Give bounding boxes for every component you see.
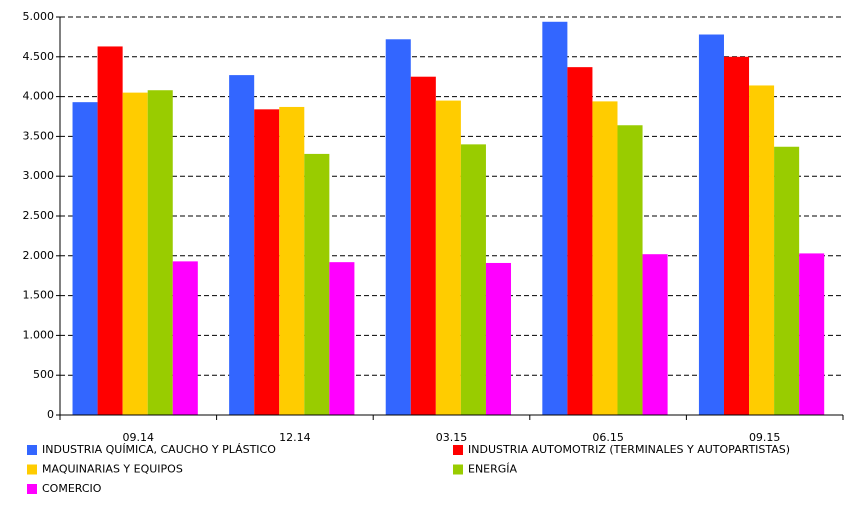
legend-swatch xyxy=(453,445,463,455)
bar xyxy=(460,144,486,416)
legend-label: INDUSTRIA AUTOMOTRIZ (TERMINALES Y AUTOP… xyxy=(468,443,790,456)
x-tick-label: 03.15 xyxy=(436,431,468,444)
legend-swatch xyxy=(27,484,37,494)
x-tick-label: 09.15 xyxy=(749,431,781,444)
legend-swatch xyxy=(453,464,463,475)
bar xyxy=(799,253,825,415)
y-tick-label: 2.500 xyxy=(23,209,55,222)
y-tick-label: 4.000 xyxy=(23,90,55,103)
bar xyxy=(304,153,330,416)
bar xyxy=(749,85,775,416)
bar xyxy=(279,106,305,415)
bar xyxy=(542,21,568,415)
bar xyxy=(774,146,800,416)
legend-label: COMERCIO xyxy=(42,482,102,495)
y-tick-label: 3.000 xyxy=(23,169,55,182)
bar xyxy=(254,109,280,415)
x-tick-label: 09.14 xyxy=(123,431,155,444)
bar xyxy=(147,90,173,416)
legend-label: MAQUINARIAS Y EQUIPOS xyxy=(42,463,183,476)
legend-swatch xyxy=(27,445,37,455)
bar xyxy=(592,101,618,415)
y-tick-label: 3.500 xyxy=(23,129,55,142)
bar xyxy=(385,39,411,416)
y-tick-label: 1.500 xyxy=(23,289,55,302)
y-tick-label: 5.000 xyxy=(23,10,55,23)
bar xyxy=(410,76,436,415)
bar xyxy=(567,67,593,415)
x-tick-label: 12.14 xyxy=(279,431,311,444)
bar xyxy=(617,125,643,416)
x-tick-label: 06.15 xyxy=(592,431,624,444)
bar xyxy=(642,254,668,415)
bar xyxy=(435,100,461,415)
bar xyxy=(329,262,355,415)
bar xyxy=(97,46,123,416)
y-tick-label: 500 xyxy=(33,368,54,381)
bar xyxy=(723,56,750,416)
y-tick-label: 4.500 xyxy=(23,50,55,63)
bar xyxy=(229,75,255,415)
y-tick-label: 0 xyxy=(47,408,54,421)
bar xyxy=(172,261,198,415)
legend-label: INDUSTRIA QUÍMICA, CAUCHO Y PLÁSTICO xyxy=(42,443,276,456)
bar xyxy=(698,34,724,416)
bar xyxy=(122,92,148,416)
legend-swatch xyxy=(27,464,37,475)
bar xyxy=(485,262,512,415)
y-tick-label: 1.000 xyxy=(23,328,55,341)
y-tick-label: 2.000 xyxy=(23,249,55,262)
legend-label: ENERGÍA xyxy=(468,463,518,476)
bar xyxy=(72,102,98,415)
